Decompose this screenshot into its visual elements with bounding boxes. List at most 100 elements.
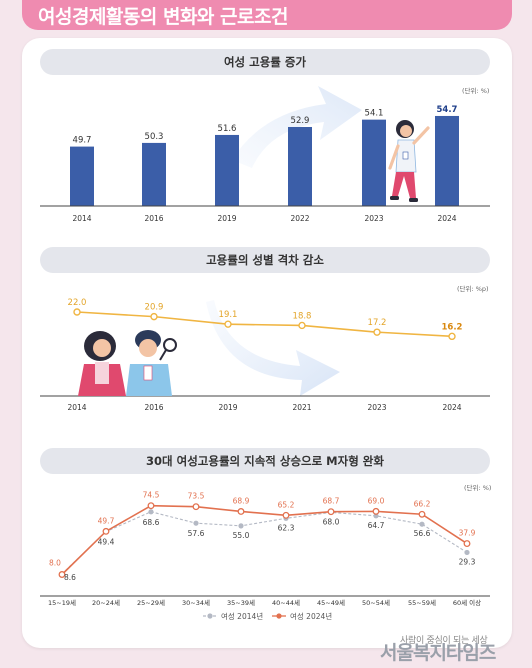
chart3-tick-label: 60세 이상: [453, 598, 481, 607]
chart3-value-label: 29.3: [459, 557, 476, 566]
chart2-point: [224, 320, 232, 328]
chart1-value-label: 52.9: [291, 116, 310, 126]
chart2-tick-label: 2014: [67, 403, 86, 412]
chart2-unit: (단위: %p): [457, 285, 489, 293]
watermark-logo: 서울복지타임즈: [380, 642, 496, 664]
chart3-point: [464, 549, 470, 556]
page-title: 여성경제활동의 변화와 근로조건: [38, 5, 288, 28]
chart3-tick-label: 15~19세: [48, 598, 76, 607]
chart1-value-label: 49.7: [73, 136, 92, 146]
chart3-tick-label: 30~34세: [182, 598, 210, 607]
legend-2024-marker: [276, 613, 282, 619]
chart2-point: [373, 328, 381, 336]
legend-2024-label: 여성 2024년: [290, 611, 332, 621]
decline-arrow-decoration: [206, 300, 340, 396]
chart3-value-label: 8.0: [49, 559, 61, 568]
chart2-tick-label: 2019: [218, 403, 237, 412]
watermark-slogan: 사람이 중심이 되는 세상: [400, 636, 488, 646]
chart3-value-label: 57.6: [188, 529, 205, 538]
chart3-value-label: 69.0: [368, 496, 385, 505]
chart2-value-label: 18.8: [293, 311, 312, 321]
chart1-value-label: 54.1: [365, 109, 384, 119]
chart1-bar: [288, 126, 312, 206]
two-women-illustration: [78, 330, 177, 396]
chart3-tick-label: 55~59세: [408, 598, 436, 607]
chart3-point: [419, 521, 425, 527]
chart3-value-label: 68.7: [323, 497, 340, 506]
chart1-bar: [362, 119, 386, 206]
chart3-unit: (단위: %): [464, 484, 492, 492]
chart2-tick-label: 2021: [292, 403, 311, 412]
chart2-value-label: 16.2: [442, 322, 463, 332]
chart3-value-label: 49.7: [98, 516, 115, 525]
chart1-bar: [215, 134, 239, 206]
chart1-bar: [435, 115, 459, 206]
chart1-bar: [70, 146, 94, 206]
chart3-value-label: 65.2: [278, 500, 295, 509]
chart3-point: [58, 571, 66, 578]
chart1-value-label: 50.3: [145, 132, 164, 142]
chart3-tick-label: 45~49세: [317, 598, 345, 607]
chart3-point: [192, 503, 200, 511]
chart2-tick-label: 2016: [144, 403, 163, 412]
chart2-value-label: 22.0: [68, 298, 87, 308]
chart3-point: [418, 510, 426, 518]
chart3-legend: 여성 2014년 여성 2024년: [203, 611, 332, 621]
chart3-title-pill: 30대 여성고용률의 지속적 상승으로 M자형 완화: [40, 448, 490, 474]
chart3-value-label: 66.2: [414, 499, 431, 508]
chart1-tick-label: 2023: [364, 214, 383, 223]
chart3-value-label: 73.5: [188, 492, 205, 501]
woman-pointing-illustration: [388, 120, 430, 202]
chart3-value-label: 8.6: [64, 573, 76, 582]
chart1-tick-label: 2014: [72, 214, 91, 223]
chart3-value-label: 62.3: [278, 523, 295, 532]
chart3-point: [327, 508, 335, 516]
chart2-point: [298, 321, 306, 330]
chart2-value-label: 20.9: [145, 303, 164, 313]
chart3-point: [237, 508, 245, 515]
chart2-value-label: 17.2: [368, 318, 387, 328]
chart1-title: 여성 고용률 증가: [223, 55, 307, 69]
chart3-value-label: 55.0: [233, 531, 250, 540]
chart3-point: [147, 502, 155, 510]
chart3-tick-label: 25~29세: [137, 598, 165, 607]
chart3-point: [282, 511, 290, 519]
chart1-title-pill: 여성 고용률 증가: [40, 49, 490, 75]
chart3-point: [193, 520, 199, 526]
chart3-title: 30대 여성고용률의 지속적 상승으로 M자형 완화: [146, 454, 384, 468]
chart1-value-label: 51.6: [218, 124, 237, 134]
chart3-series-line: [61, 504, 468, 576]
chart1-bar: [142, 142, 166, 206]
chart3-series-line: [61, 511, 468, 575]
chart2-title-pill: 고용률의 성별 격차 감소: [40, 247, 490, 273]
chart3-point: [372, 507, 380, 515]
chart3-point: [102, 527, 110, 535]
chart1-tick-label: 2024: [437, 214, 456, 223]
chart3-value-label: 68.6: [143, 518, 160, 527]
legend-2014-label: 여성 2014년: [221, 611, 263, 621]
chart1-tick-label: 2022: [290, 214, 309, 223]
header-banner: 여성경제활동의 변화와 근로조건: [22, 0, 512, 30]
chart3-value-label: 56.6: [414, 529, 431, 538]
chart3-tick-label: 20~24세: [92, 598, 120, 607]
chart2-point: [448, 332, 456, 341]
chart2-title: 고용률의 성별 격차 감소: [206, 253, 324, 267]
chart1-value-label: 54.7: [437, 105, 458, 115]
chart2-value-label: 19.1: [219, 310, 238, 320]
chart3-point: [463, 540, 471, 548]
chart1-tick-label: 2019: [217, 214, 236, 223]
chart3-value-label: 37.9: [459, 529, 476, 538]
chart3-value-label: 49.4: [98, 538, 115, 547]
chart3-value-label: 68.9: [233, 496, 250, 505]
chart3-tick-label: 50~54세: [362, 598, 390, 607]
legend-2014-marker: [207, 613, 213, 619]
chart2-tick-label: 2023: [367, 403, 386, 412]
chart3-value-label: 68.0: [323, 517, 340, 526]
chart3-tick-label: 35~39세: [227, 598, 255, 607]
chart2-point: [73, 308, 81, 316]
chart1-tick-label: 2016: [144, 214, 163, 223]
chart3-value-label: 64.7: [368, 521, 385, 530]
chart3-value-label: 74.5: [143, 491, 160, 500]
chart3-tick-label: 40~44세: [272, 598, 300, 607]
